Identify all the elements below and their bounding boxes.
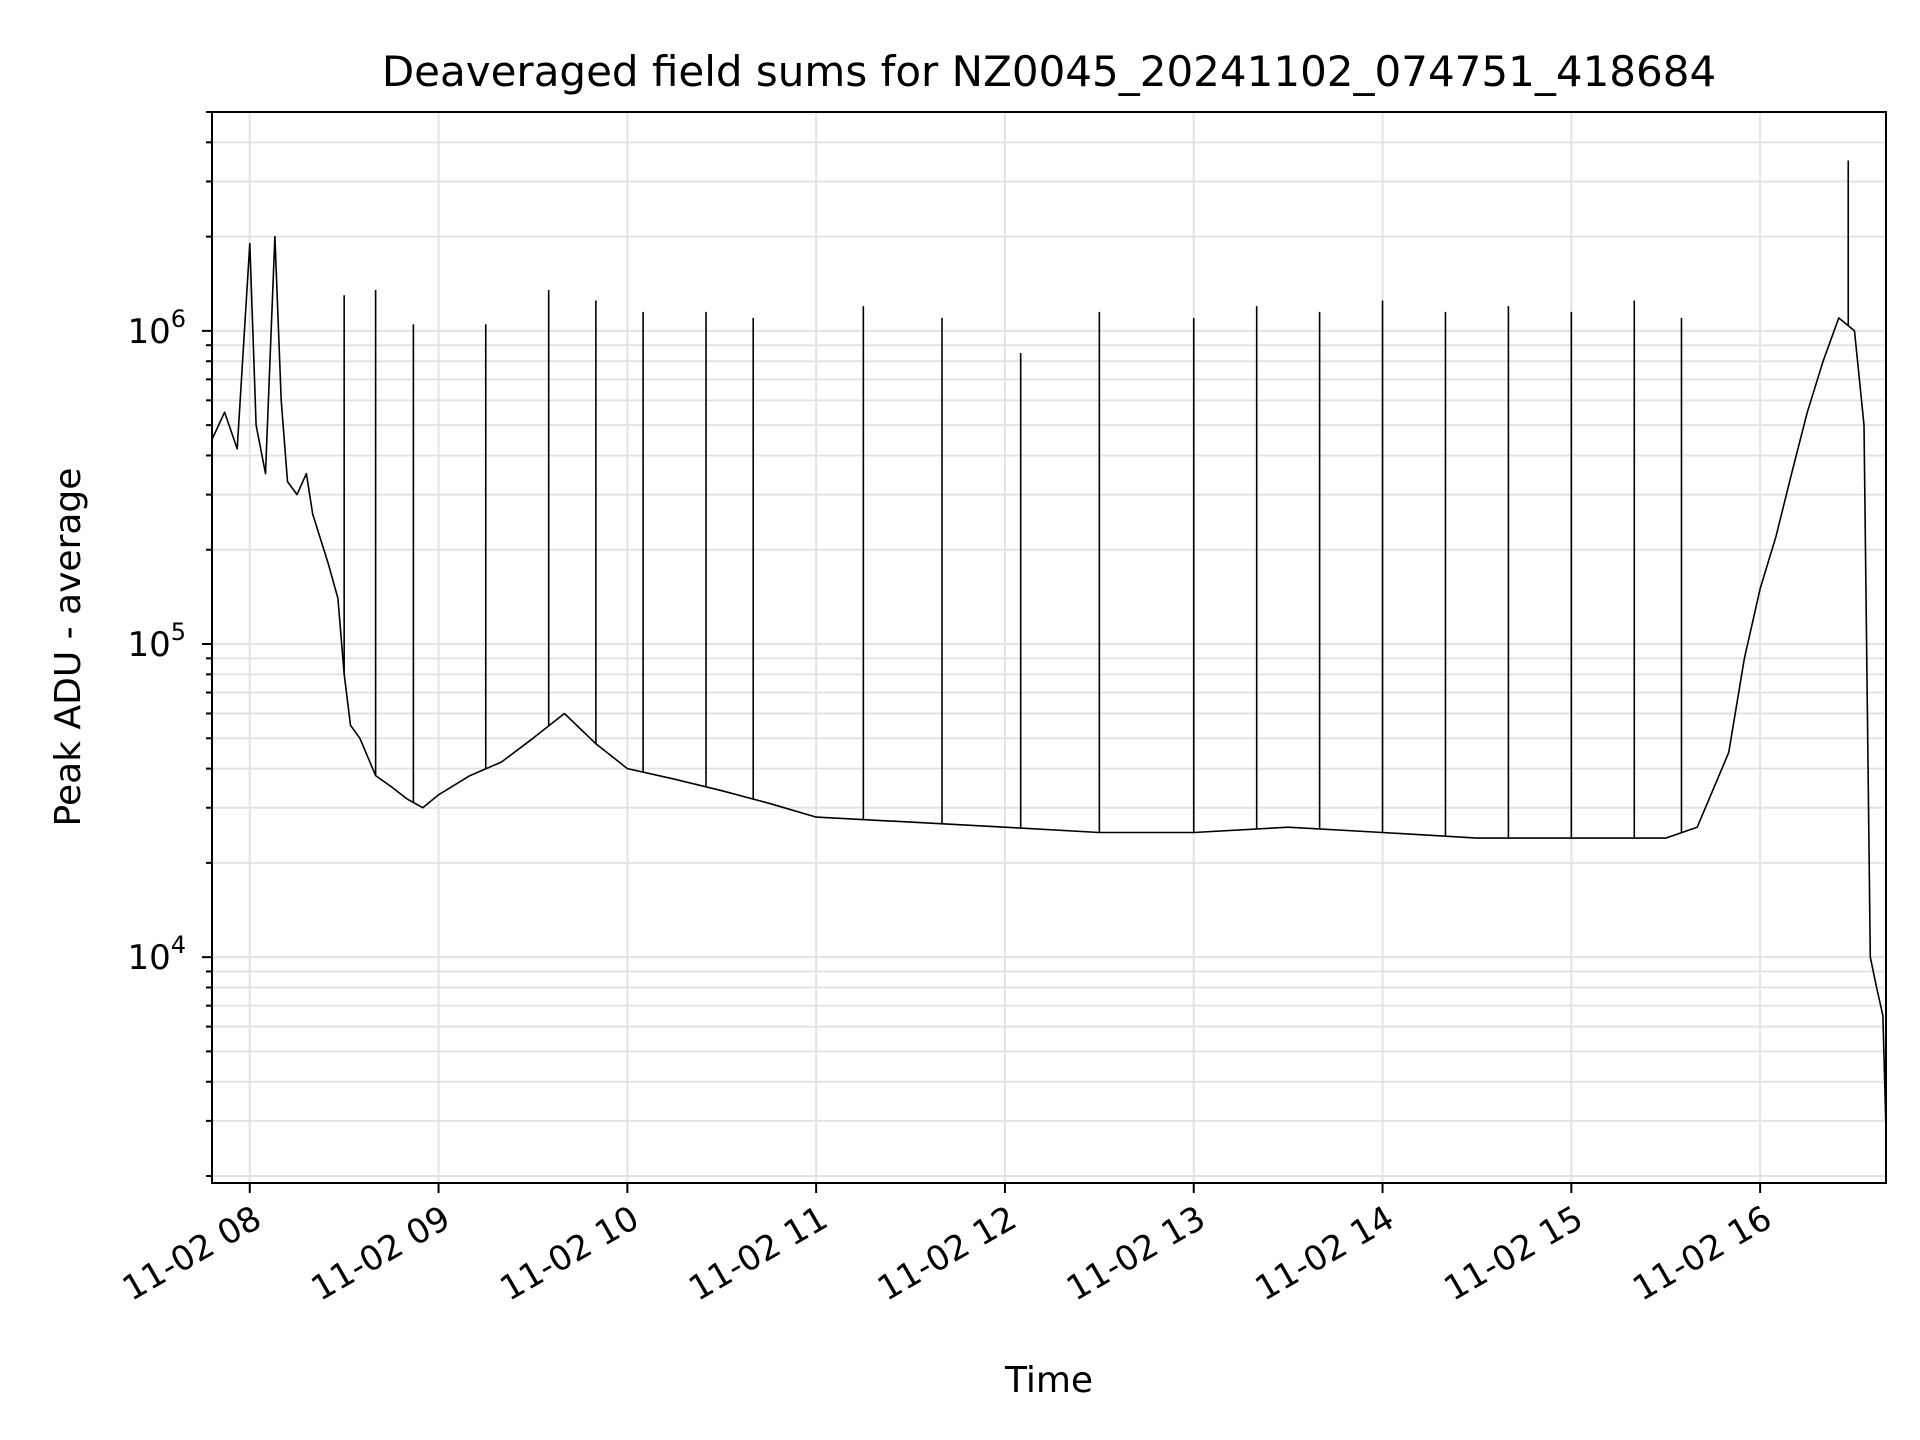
line-layer <box>211 160 1887 1131</box>
y-tick-base: 10 <box>127 312 170 352</box>
x-tick-label: 11-02 09 <box>305 1198 457 1309</box>
y-tick-label: 106 <box>127 305 186 352</box>
x-axis-label: Time <box>1004 1360 1093 1401</box>
x-tick-label: 11-02 16 <box>1626 1198 1778 1309</box>
y-tick-label: 104 <box>127 931 186 978</box>
chart-title: Deaveraged field sums for NZ0045_2024110… <box>382 47 1716 96</box>
y-tick-label: 105 <box>127 618 186 665</box>
y-tick-base: 10 <box>127 938 170 978</box>
y-tick-base: 10 <box>127 625 170 665</box>
plot-frame <box>211 111 1887 1184</box>
y-tick-exponent: 5 <box>171 618 186 646</box>
x-tick-label: 11-02 11 <box>682 1198 834 1309</box>
x-tick-label: 11-02 14 <box>1249 1198 1401 1309</box>
y-tick-exponent: 6 <box>171 305 186 333</box>
x-tick-label: 11-02 13 <box>1060 1198 1212 1309</box>
x-tick-label: 11-02 08 <box>116 1198 268 1309</box>
y-axis-label: Peak ADU - average <box>48 468 89 827</box>
y-tick-exponent: 4 <box>171 931 186 959</box>
series-line <box>211 235 1887 1131</box>
x-tick-label: 11-02 12 <box>871 1198 1023 1309</box>
grid-layer <box>212 111 1886 1183</box>
x-tick-label: 11-02 10 <box>493 1198 645 1309</box>
x-tick-label: 11-02 15 <box>1437 1198 1589 1309</box>
